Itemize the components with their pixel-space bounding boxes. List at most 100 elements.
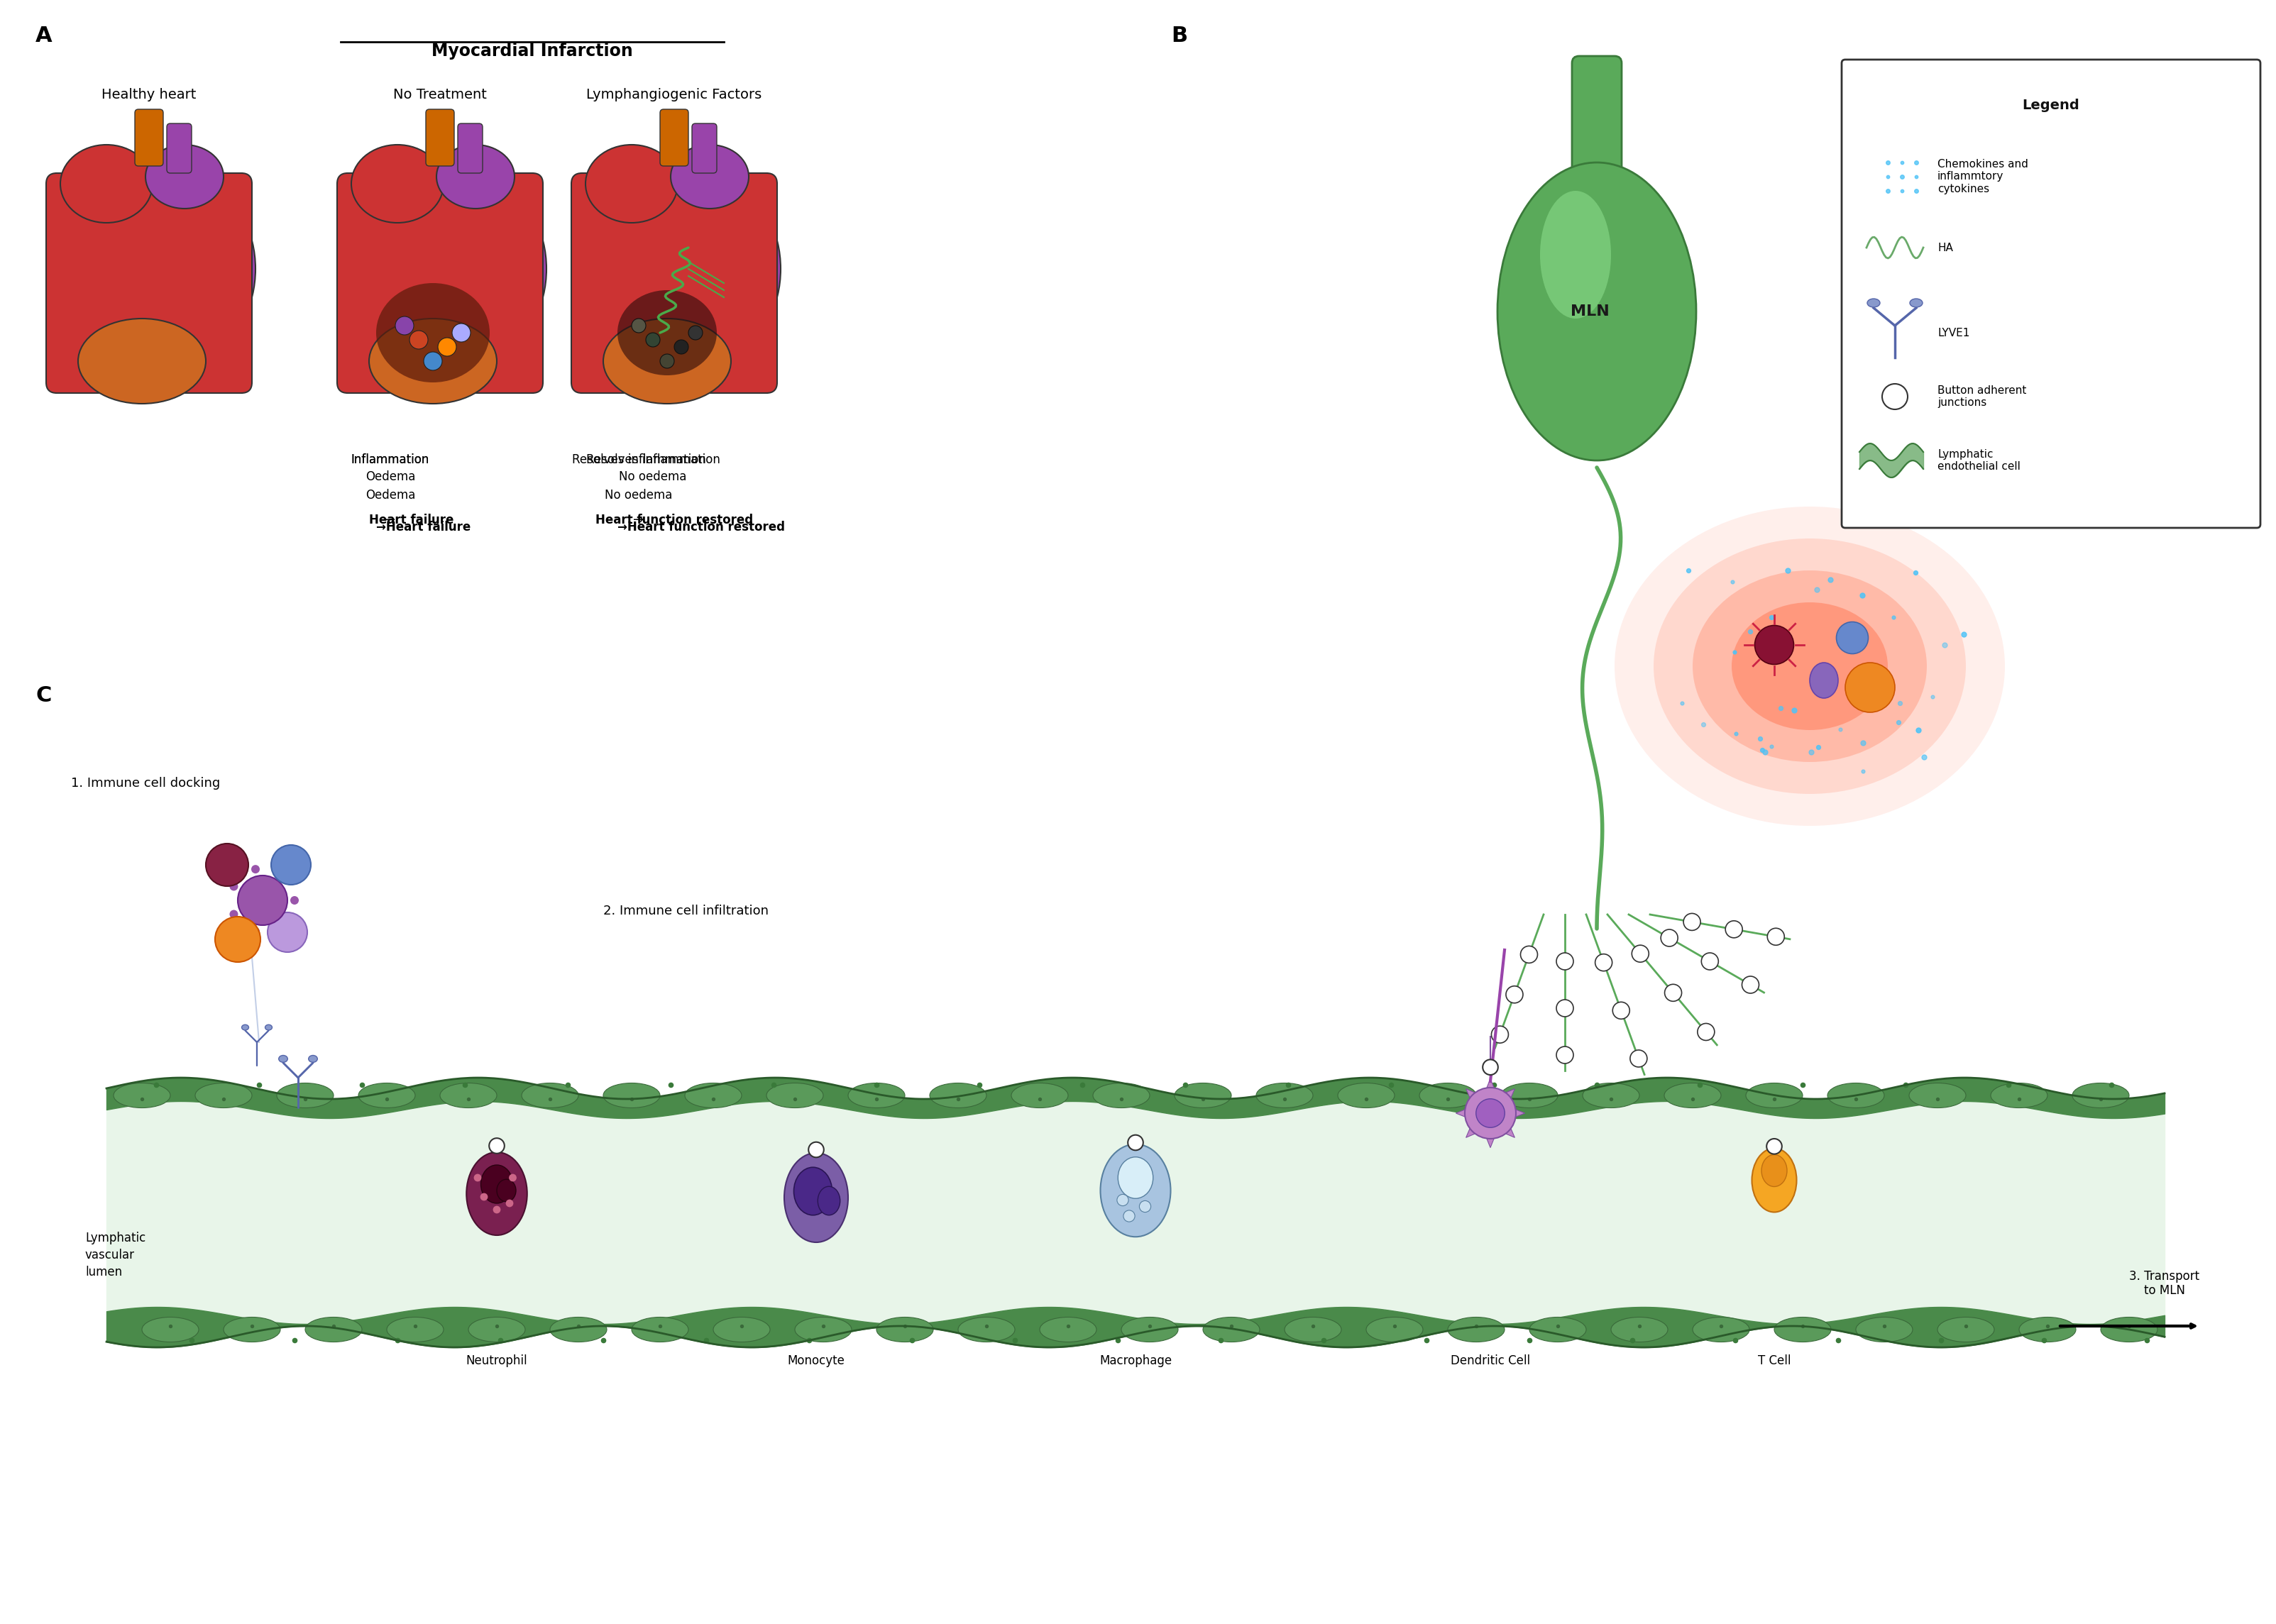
Ellipse shape [1992,1083,2048,1108]
Point [478,1314,514,1340]
Ellipse shape [141,1317,198,1341]
Text: Legend: Legend [2023,99,2080,112]
Circle shape [660,354,674,369]
Point [1511,1086,1548,1112]
Text: A: A [36,26,52,45]
Point [1022,1086,1058,1112]
FancyArrow shape [1457,1109,1491,1117]
Point [549,1072,585,1098]
Circle shape [808,1142,824,1158]
FancyBboxPatch shape [426,109,455,166]
Point [533,1086,569,1112]
Point [1793,739,1830,765]
Point [1714,568,1750,594]
Ellipse shape [1866,299,1880,307]
Circle shape [1846,663,1896,713]
Ellipse shape [1204,1317,1259,1341]
Circle shape [1129,1135,1143,1150]
Text: Resolves inflammation: Resolves inflammation [571,453,706,466]
Circle shape [410,331,428,349]
Point [1846,729,1882,755]
FancyArrow shape [1466,1111,1493,1137]
Text: Macrophage: Macrophage [1099,1354,1172,1367]
Ellipse shape [849,1083,906,1108]
Point [1784,1072,1821,1098]
Text: Healthy heart: Healthy heart [102,88,196,101]
Circle shape [1557,1000,1573,1017]
Text: Lymphangiogenic Factors: Lymphangiogenic Factors [587,88,762,101]
Circle shape [1725,921,1743,937]
Circle shape [1632,945,1648,961]
Ellipse shape [1746,1083,1803,1108]
FancyArrow shape [1491,1109,1525,1117]
Point [1347,1086,1384,1112]
Point [1475,1072,1511,1098]
Ellipse shape [2073,1083,2128,1108]
Point [287,1086,323,1112]
Ellipse shape [351,145,444,222]
Point [1757,1086,1793,1112]
Ellipse shape [696,198,781,339]
Point [123,1086,159,1112]
Ellipse shape [278,1083,335,1108]
Circle shape [1664,984,1682,1002]
Point [1869,179,1905,205]
Point [451,1086,487,1112]
Point [483,1327,519,1353]
Circle shape [1482,1059,1498,1075]
Circle shape [473,1174,483,1182]
Point [1593,1086,1630,1112]
Point [1844,583,1880,609]
Ellipse shape [237,875,287,926]
Point [1372,1072,1409,1098]
Point [1923,1327,1960,1353]
Circle shape [1630,1051,1648,1067]
Ellipse shape [2019,1317,2076,1341]
Point [724,1314,760,1340]
Point [1743,737,1780,763]
Ellipse shape [376,283,489,382]
Ellipse shape [250,927,259,935]
FancyBboxPatch shape [660,109,687,166]
Circle shape [687,326,703,339]
Text: →: → [385,513,396,526]
FancyArrow shape [1466,1088,1493,1116]
Point [1065,1072,1102,1098]
Ellipse shape [278,870,287,880]
Ellipse shape [1338,1083,1395,1108]
Circle shape [1882,383,1907,409]
Circle shape [1741,976,1759,994]
Ellipse shape [603,318,731,404]
Point [1671,557,1707,583]
Circle shape [489,1138,505,1153]
Point [1702,1314,1739,1340]
Ellipse shape [467,1151,528,1236]
Ellipse shape [1910,1083,1966,1108]
Text: Monocyte: Monocyte [787,1354,844,1367]
Point [1675,1086,1712,1112]
Point [1846,758,1882,784]
Circle shape [510,1174,517,1182]
Point [1900,718,1937,744]
Ellipse shape [196,1083,253,1108]
Text: 1. Immune cell docking: 1. Immune cell docking [71,776,221,789]
Ellipse shape [462,198,546,339]
Point [997,1327,1033,1353]
Text: →Heart failure: →Heart failure [376,521,471,534]
Point [1816,669,1853,695]
Circle shape [646,333,660,348]
Point [1741,726,1778,752]
Ellipse shape [1775,1317,1830,1341]
Point [1898,560,1935,586]
Ellipse shape [603,1083,660,1108]
Circle shape [480,1194,487,1200]
Point [1306,1327,1343,1353]
Circle shape [1661,929,1677,947]
Ellipse shape [1011,1083,1067,1108]
Point [1748,739,1784,765]
Ellipse shape [439,1083,496,1108]
Point [1511,1327,1548,1353]
Point [1875,604,1912,630]
Ellipse shape [617,291,717,375]
Ellipse shape [496,1179,517,1202]
